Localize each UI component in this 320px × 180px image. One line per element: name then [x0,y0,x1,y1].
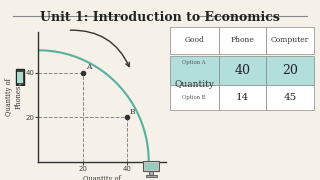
FancyArrowPatch shape [70,30,129,67]
Text: Unit 1: Introduction to Economics: Unit 1: Introduction to Economics [40,11,280,24]
Bar [16,69,24,86]
Y-axis label: Quantity of
Phones: Quantity of Phones [5,78,23,116]
Text: B: B [130,108,136,116]
Text: Option A: Option A [182,60,206,65]
Text: 20: 20 [282,64,298,77]
Text: Quantity: Quantity [174,80,214,89]
Bar [219,27,266,54]
Text: Option B: Option B [182,95,206,100]
Text: 45: 45 [283,93,296,102]
Bar [266,27,314,54]
Text: Computer: Computer [271,37,309,44]
Text: 14: 14 [236,93,249,102]
Circle shape [19,83,21,86]
Bar [149,171,153,175]
Text: Good: Good [184,37,204,44]
Bar [219,85,266,110]
Bar [170,56,219,85]
Bar [145,163,158,170]
Bar [266,85,314,110]
Text: 40: 40 [234,64,250,77]
Bar [219,56,266,85]
Bar [170,27,219,54]
Bar [143,161,159,171]
Text: Phone: Phone [230,37,254,44]
Bar [170,85,219,110]
X-axis label: Quantity of
Computers: Quantity of Computers [84,175,121,180]
Text: A: A [86,63,91,71]
Bar [266,56,314,85]
Bar [17,72,23,83]
Bar [146,175,157,177]
